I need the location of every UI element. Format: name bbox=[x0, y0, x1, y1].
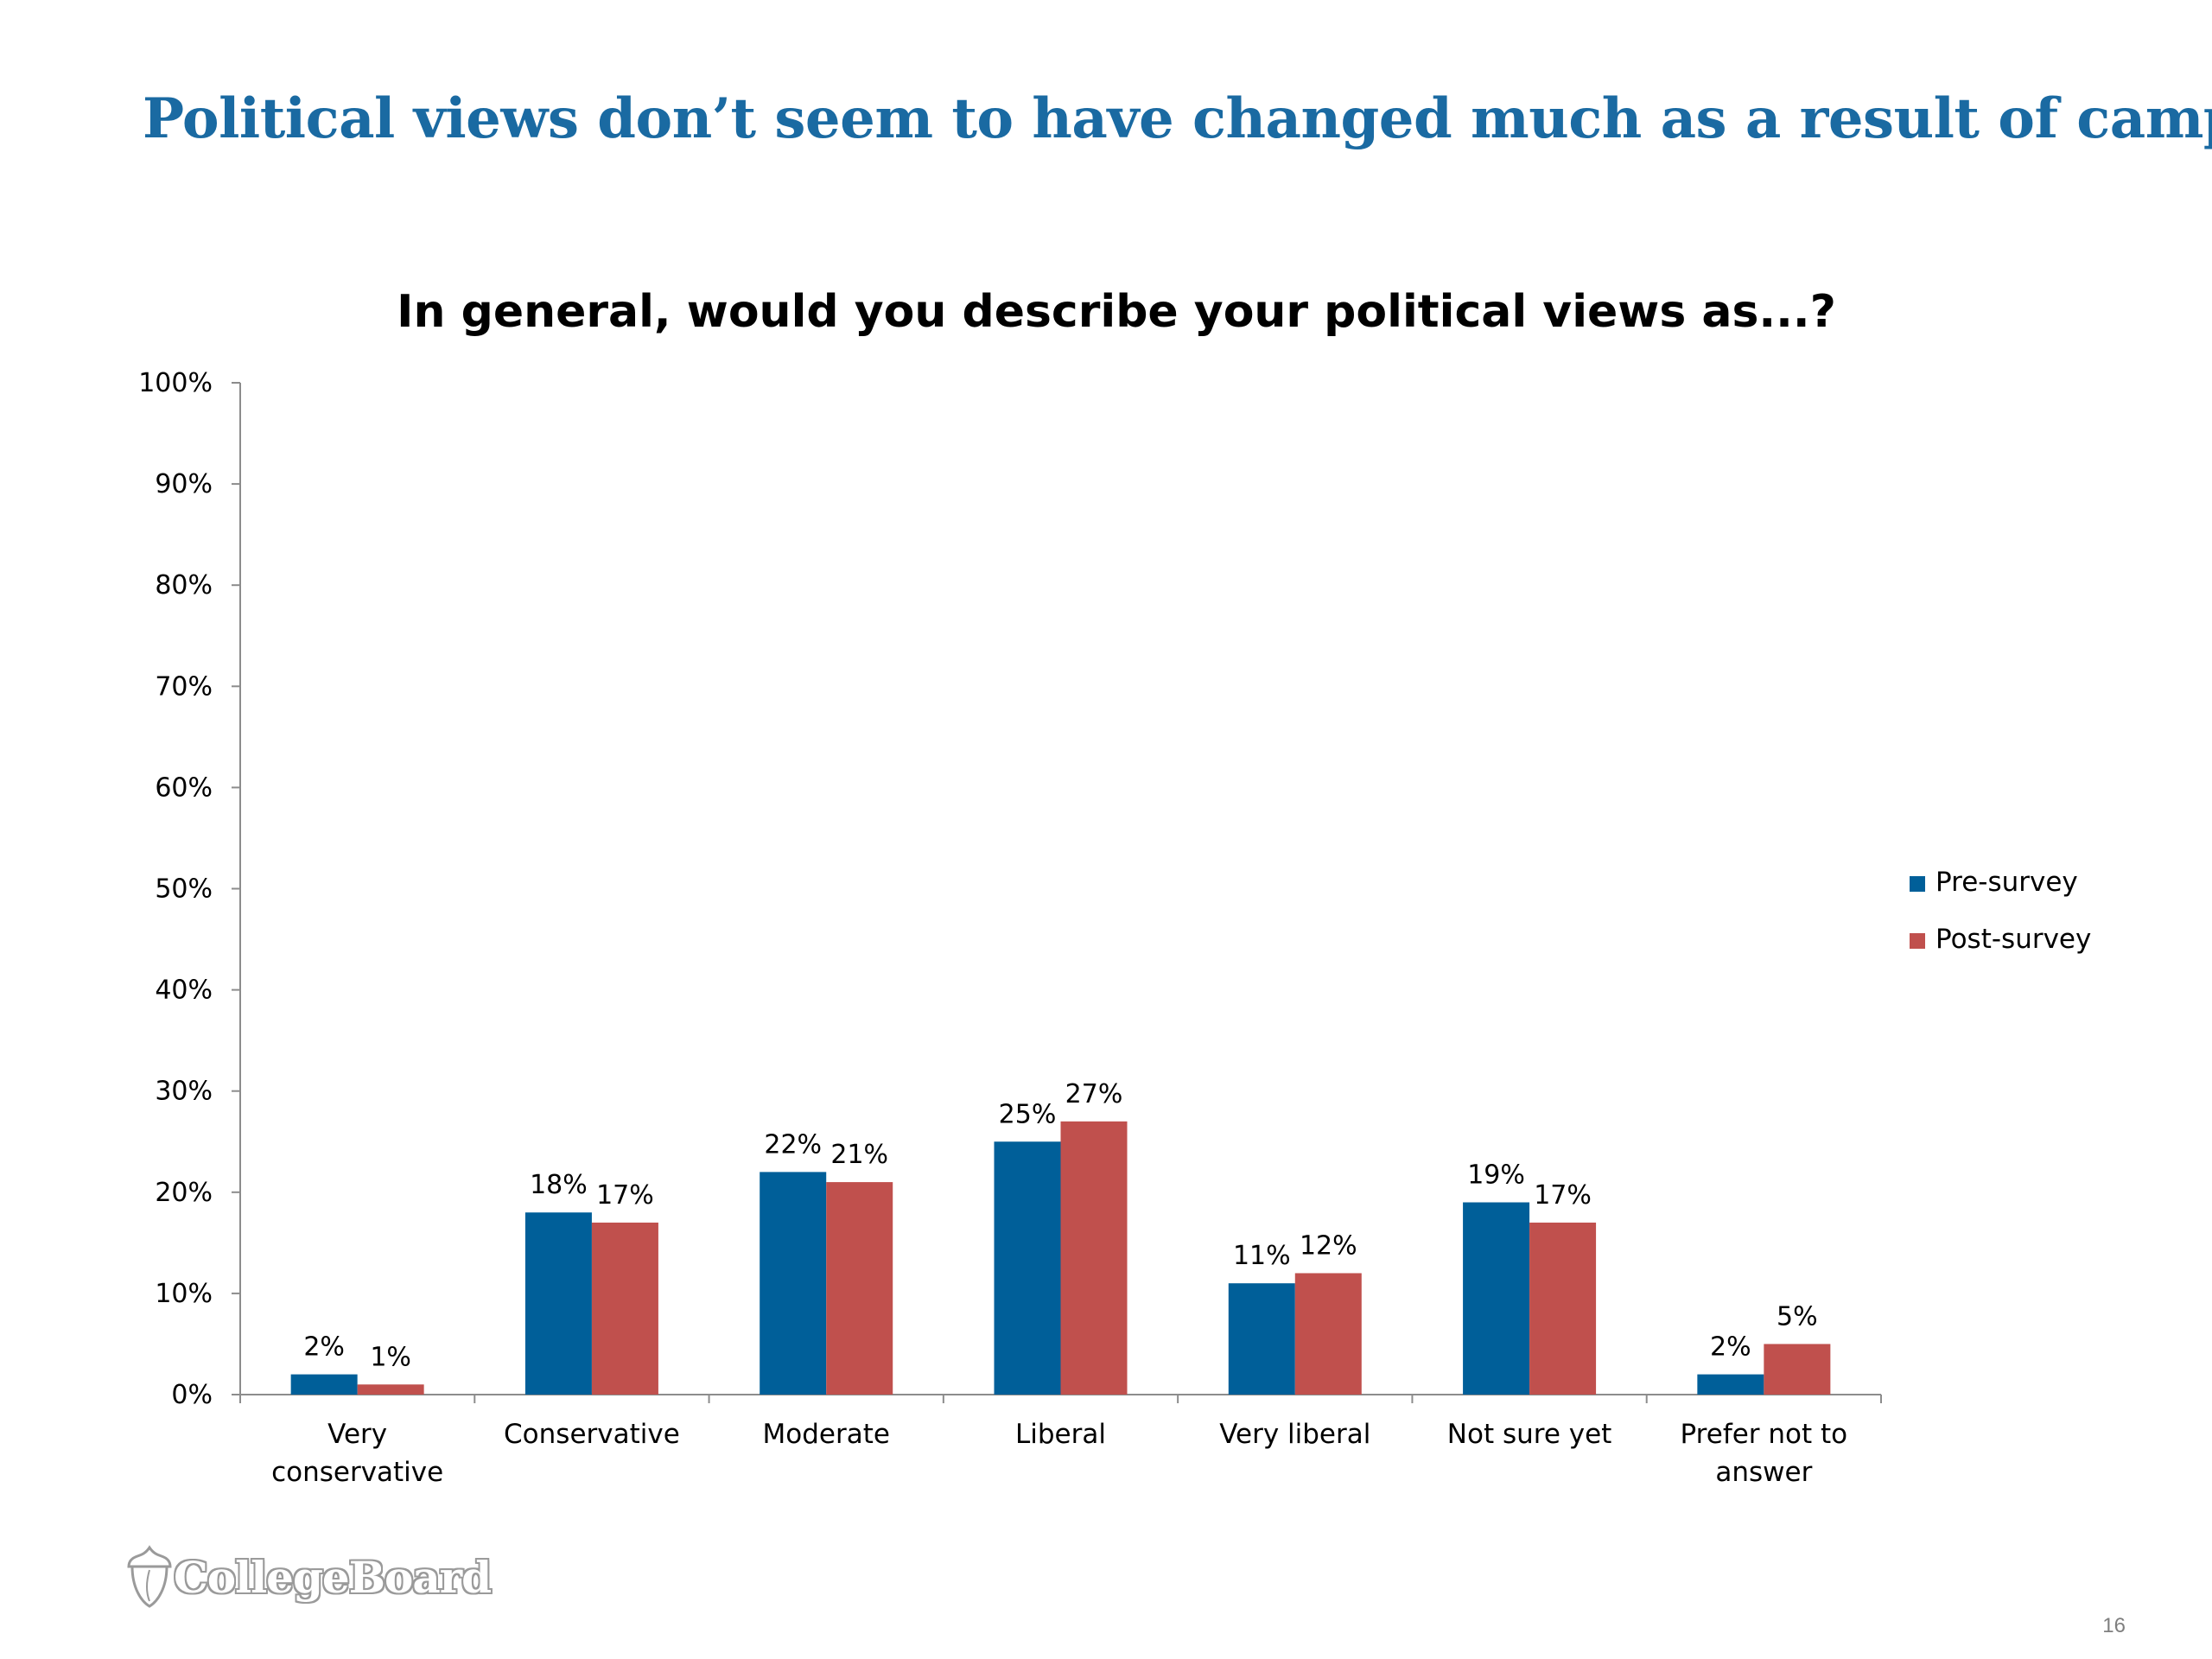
page-number: 16 bbox=[2102, 1614, 2126, 1637]
y-tick-label: 40% bbox=[155, 976, 213, 1006]
legend-swatch-post bbox=[1910, 933, 1925, 949]
data-label-post-6: 5% bbox=[1777, 1301, 1818, 1332]
bar-pre-6 bbox=[1697, 1374, 1764, 1395]
chart-data-labels: 2% 18% 22% 25% 11% 19% 2% 1% 17% 21% 27% 12% 17% 5% bbox=[303, 1079, 1817, 1372]
data-label-post-5: 17% bbox=[1534, 1180, 1592, 1211]
y-tick-label: 70% bbox=[155, 671, 213, 702]
bar-pre-0 bbox=[290, 1374, 358, 1395]
data-label-post-3: 27% bbox=[1065, 1079, 1123, 1109]
category-label-4: Very liberal bbox=[1219, 1419, 1370, 1450]
chart-title: In general, would you describe your poli… bbox=[397, 286, 1836, 338]
bar-pre-4 bbox=[1228, 1283, 1295, 1395]
bar-post-2 bbox=[826, 1182, 893, 1395]
legend-swatch-pre bbox=[1910, 876, 1925, 892]
bar-pre-2 bbox=[760, 1172, 827, 1395]
legend-label-post: Post-survey bbox=[1936, 924, 2091, 955]
y-tick-label: 30% bbox=[155, 1077, 213, 1107]
y-tick-label: 90% bbox=[155, 469, 213, 499]
acorn-icon bbox=[127, 1545, 172, 1608]
y-tick-label: 50% bbox=[155, 874, 213, 905]
bar-post-1 bbox=[591, 1222, 658, 1395]
slide-title: Political views don’t seem to have chang… bbox=[143, 86, 2212, 151]
y-tick-label: 80% bbox=[155, 570, 213, 601]
collegeboard-logo: CollegeBoard bbox=[125, 1538, 492, 1616]
data-label-pre-0: 2% bbox=[303, 1332, 345, 1363]
y-tick-label: 20% bbox=[155, 1178, 213, 1208]
bar-pre-1 bbox=[524, 1212, 592, 1395]
data-label-post-4: 12% bbox=[1300, 1230, 1357, 1261]
data-label-pre-5: 19% bbox=[1467, 1160, 1525, 1191]
bar-post-5 bbox=[1529, 1222, 1597, 1395]
y-tick-label: 100% bbox=[138, 368, 213, 398]
data-label-pre-4: 11% bbox=[1233, 1241, 1291, 1271]
category-label-0: Very conservative bbox=[271, 1419, 443, 1488]
category-label-1: Conservative bbox=[504, 1419, 680, 1450]
data-label-pre-2: 22% bbox=[764, 1129, 822, 1160]
category-label-2: Moderate bbox=[762, 1419, 889, 1450]
data-label-post-2: 21% bbox=[830, 1140, 888, 1170]
y-tick-label: 10% bbox=[155, 1279, 213, 1309]
y-tick-label: 60% bbox=[155, 772, 213, 803]
category-label-5: Not sure yet bbox=[1447, 1419, 1612, 1450]
bar-post-6 bbox=[1764, 1344, 1831, 1395]
y-tick-label: 0% bbox=[171, 1380, 213, 1410]
chart-category-labels: Very conservative Conservative Moderate Libe… bbox=[271, 1419, 1847, 1488]
chart-bars bbox=[290, 1121, 1831, 1395]
bar-pre-5 bbox=[1463, 1202, 1530, 1395]
data-label-post-1: 17% bbox=[596, 1180, 654, 1211]
data-label-pre-3: 25% bbox=[999, 1099, 1057, 1129]
category-label-6: Prefer not to answer bbox=[1681, 1419, 1848, 1488]
bar-post-4 bbox=[1294, 1273, 1362, 1395]
data-label-pre-6: 2% bbox=[1710, 1332, 1751, 1363]
bar-post-0 bbox=[357, 1384, 424, 1395]
logo-text: CollegeBoard bbox=[174, 1551, 492, 1603]
category-label-3: Liberal bbox=[1015, 1419, 1106, 1450]
legend-label-pre: Pre-survey bbox=[1936, 867, 2078, 898]
data-label-pre-1: 18% bbox=[530, 1170, 588, 1200]
bar-post-3 bbox=[1060, 1121, 1128, 1395]
chart-legend: Pre-survey Post-survey bbox=[1910, 867, 2091, 955]
data-label-post-0: 1% bbox=[370, 1342, 411, 1372]
bar-pre-3 bbox=[994, 1141, 1061, 1395]
